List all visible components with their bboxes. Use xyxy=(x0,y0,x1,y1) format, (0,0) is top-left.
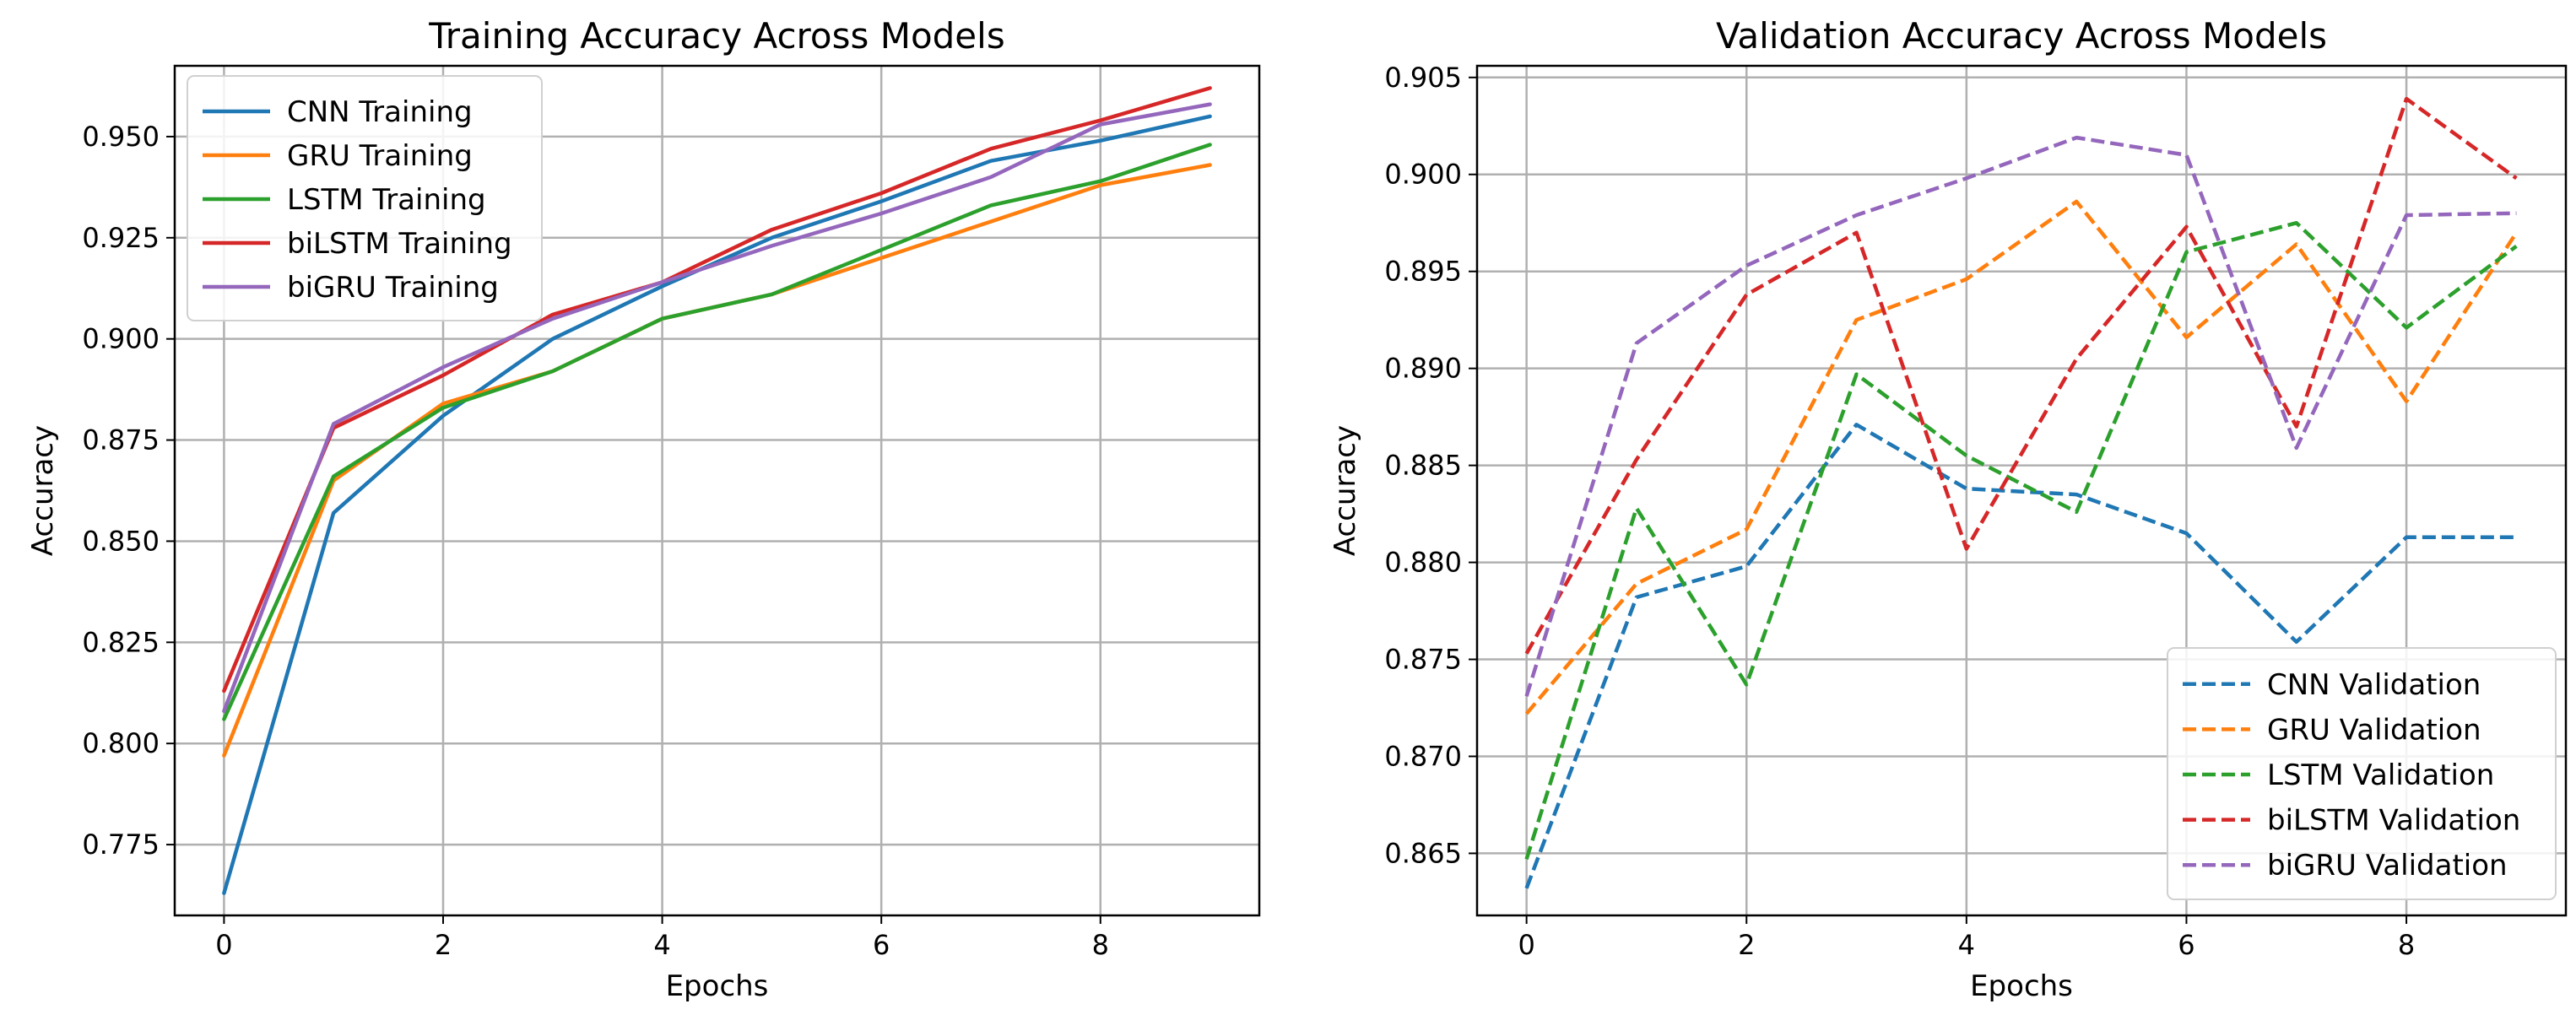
legend-label: CNN Training xyxy=(287,95,473,129)
y-tick-label: 0.885 xyxy=(1384,450,1462,482)
chart-panel-1: Training Accuracy Across Models 0 2 4 6 8 0.77… xyxy=(26,15,1261,1003)
x-tick-label: 2 xyxy=(1738,929,1755,961)
legend-label: biGRU Validation xyxy=(2267,849,2508,883)
legend: CNN Training GRU Training LSTM Training biL… xyxy=(187,75,543,321)
y-tick-label: 0.905 xyxy=(1384,62,1462,94)
series-line-lstm-training xyxy=(222,143,1212,721)
x-tick-label: 6 xyxy=(873,929,890,961)
x-tick-label: 8 xyxy=(1092,929,1109,961)
y-axis-label: Accuracy xyxy=(26,425,60,556)
y-axis-label: Accuracy xyxy=(1329,425,1362,556)
y-tick-label: 0.865 xyxy=(1384,837,1462,869)
axes-frame xyxy=(1475,64,2568,917)
legend-label: GRU Validation xyxy=(2267,713,2481,747)
y-tick-label: 0.950 xyxy=(82,121,160,153)
y-tick-label: 0.870 xyxy=(1384,740,1462,772)
y-tick-label: 0.890 xyxy=(1384,353,1462,385)
series-line-cnn-validation xyxy=(1524,423,2517,889)
axes-frame xyxy=(173,64,1261,917)
legend-box xyxy=(2167,647,2557,900)
legend-box xyxy=(187,75,543,321)
legend-label: biGRU Training xyxy=(287,271,499,305)
y-tick-label: 0.895 xyxy=(1384,256,1462,288)
y-tick-label: 0.875 xyxy=(1384,644,1462,676)
x-tick-label: 4 xyxy=(1958,929,1975,961)
x-axis-label: Epochs xyxy=(666,969,769,1003)
series-line-bilstm-validation xyxy=(1524,96,2518,655)
y-tick-label: 0.900 xyxy=(82,323,160,355)
legend-label: biLSTM Training xyxy=(287,227,512,261)
y-tick-label: 0.925 xyxy=(82,222,160,254)
chart-title: Training Accuracy Across Models xyxy=(428,15,1004,57)
x-tick-label: 2 xyxy=(435,929,452,961)
x-tick-label: 0 xyxy=(215,929,232,961)
y-tick-label: 0.800 xyxy=(82,727,160,759)
y-tick-label: 0.880 xyxy=(1384,547,1462,579)
y-tick-label: 0.875 xyxy=(82,424,160,456)
x-tick-label: 0 xyxy=(1518,929,1534,961)
legend: CNN Validation GRU Validation LSTM Validat… xyxy=(2167,647,2557,900)
series-line-lstm-validation xyxy=(1524,220,2518,860)
series-line-bilstm-training xyxy=(222,86,1212,694)
y-tick-label: 0.825 xyxy=(82,626,160,658)
x-tick-label: 6 xyxy=(2178,929,2194,961)
y-tick-label: 0.775 xyxy=(82,829,160,861)
legend-label: GRU Training xyxy=(287,139,473,173)
series-line-gru-validation xyxy=(1524,199,2519,715)
chart-panel-2: Validation Accuracy Across Models 0 2 4 6 8 0.… xyxy=(1329,15,2568,1003)
x-axis-label: Epochs xyxy=(1970,969,2073,1003)
legend-label: CNN Validation xyxy=(2267,668,2481,702)
y-tick-label: 0.850 xyxy=(82,525,160,557)
legend-label: LSTM Training xyxy=(287,183,486,217)
series-line-bigru-validation xyxy=(1524,135,2517,697)
legend-label: biLSTM Validation xyxy=(2267,804,2520,838)
x-tick-label: 4 xyxy=(653,929,670,961)
series-line-bigru-training xyxy=(222,102,1212,714)
x-tick-label: 8 xyxy=(2398,929,2415,961)
legend-label: LSTM Validation xyxy=(2267,758,2494,792)
chart-title: Validation Accuracy Across Models xyxy=(1716,15,2327,57)
y-tick-label: 0.900 xyxy=(1384,159,1462,191)
